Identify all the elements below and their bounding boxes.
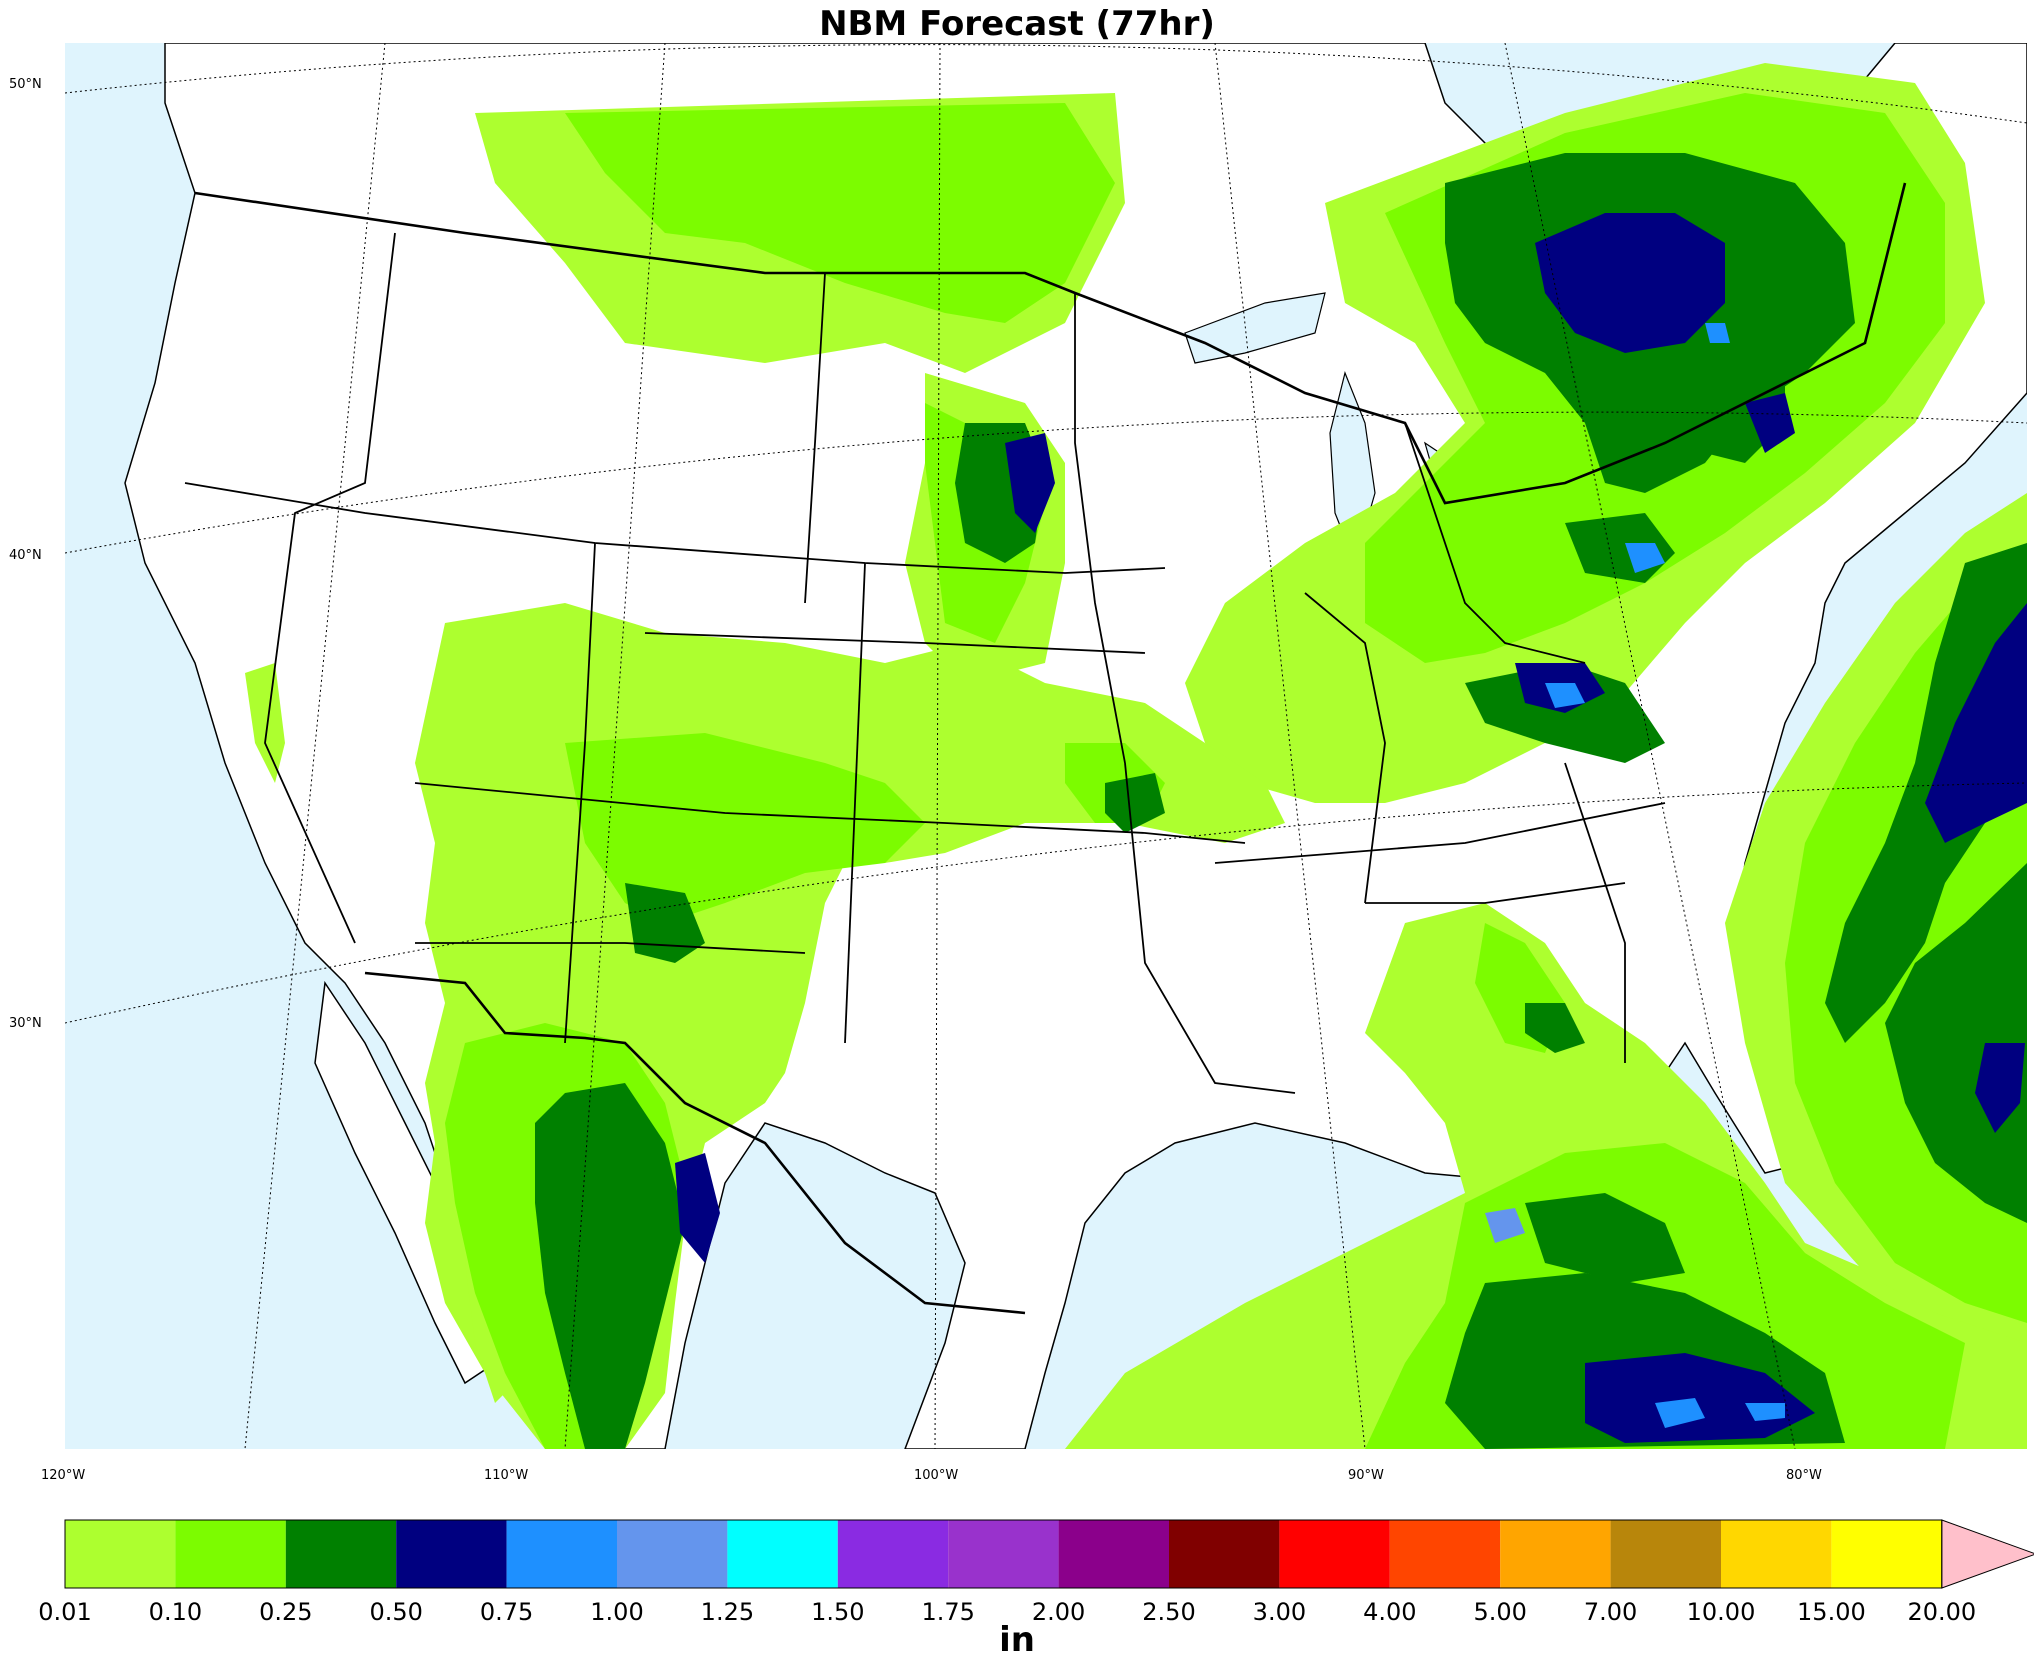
colorbar-tick-label: 2.50 — [1142, 1598, 1195, 1626]
colorbar-tick-label: 5.00 — [1473, 1598, 1526, 1626]
map-title: NBM Forecast (77hr) — [819, 4, 1215, 44]
colorbar-tick-label: 0.75 — [480, 1598, 533, 1626]
colorbar-tick-label: 3.00 — [1253, 1598, 1306, 1626]
colorbar-swatch — [837, 1520, 949, 1588]
colorbar-swatch — [1389, 1520, 1501, 1588]
colorbar-tick-label: 4.00 — [1363, 1598, 1416, 1626]
colorbar-swatch — [1721, 1520, 1832, 1588]
colorbar-swatch — [396, 1520, 507, 1588]
us-mexico-border — [364, 971, 1026, 1315]
colorbar-swatch — [1169, 1520, 1280, 1588]
colorbar-tick-label: 1.50 — [811, 1598, 864, 1626]
colorbar-swatch — [948, 1520, 1059, 1588]
colorbar-tick-label: 7.00 — [1584, 1598, 1637, 1626]
lat-tick-label: 50°N — [9, 77, 42, 92]
colorbar-outline — [64, 1519, 1943, 1589]
colorbar-swatch — [175, 1520, 286, 1588]
us-canada-border — [194, 182, 1907, 505]
colorbar-tick-label: 0.50 — [369, 1598, 422, 1626]
lon-tick-label: 100°W — [914, 1468, 959, 1483]
lon-tick-label: 120°W — [41, 1468, 86, 1483]
colorbar-swatch — [1500, 1520, 1611, 1588]
colorbar-tick-label: 0.01 — [38, 1598, 91, 1626]
colorbar-tick-label: 1.00 — [590, 1598, 643, 1626]
lon-tick-label: 80°W — [1786, 1468, 1822, 1483]
graticule — [65, 43, 2027, 1449]
lon-tick-label: 110°W — [484, 1468, 529, 1483]
precipitation-map — [65, 43, 2027, 1449]
colorbar-units-label: in — [999, 1620, 1035, 1660]
boundaries — [184, 182, 1907, 1315]
colorbar-swatch — [65, 1520, 176, 1588]
colorbar-swatch — [727, 1520, 838, 1588]
colorbar-swatch — [1058, 1520, 1169, 1588]
colorbar-swatch — [1831, 1520, 1942, 1588]
colorbar-swatch — [1279, 1520, 1390, 1588]
colorbar: 0.01 0.10 0.25 0.50 0.75 1.00 1.25 1.50 1.75 2.00… — [38, 1519, 2034, 1626]
colorbar-tick-label: 2.00 — [1032, 1598, 1085, 1626]
colorbar-tick-label: 0.10 — [149, 1598, 202, 1626]
colorbar-swatch — [617, 1520, 728, 1588]
colorbar-tick-label: 1.75 — [921, 1598, 974, 1626]
colorbar-tick-label: 15.00 — [1797, 1598, 1866, 1626]
colorbar-tick-label: 0.25 — [259, 1598, 312, 1626]
colorbar-tick-label: 20.00 — [1907, 1598, 1976, 1626]
lat-tick-label: 30°N — [9, 1016, 42, 1031]
colorbar-swatch — [506, 1520, 617, 1588]
colorbar-swatch — [1610, 1520, 1721, 1588]
precip-shading — [245, 63, 2027, 1449]
colorbar-swatch — [285, 1520, 397, 1588]
colorbar-tick-label: 10.00 — [1687, 1598, 1756, 1626]
colorbar-tick-label: 1.25 — [701, 1598, 754, 1626]
lat-tick-label: 40°N — [9, 548, 42, 563]
lon-tick-label: 90°W — [1348, 1468, 1384, 1483]
colorbar-extend-arrow — [1941, 1519, 2034, 1589]
